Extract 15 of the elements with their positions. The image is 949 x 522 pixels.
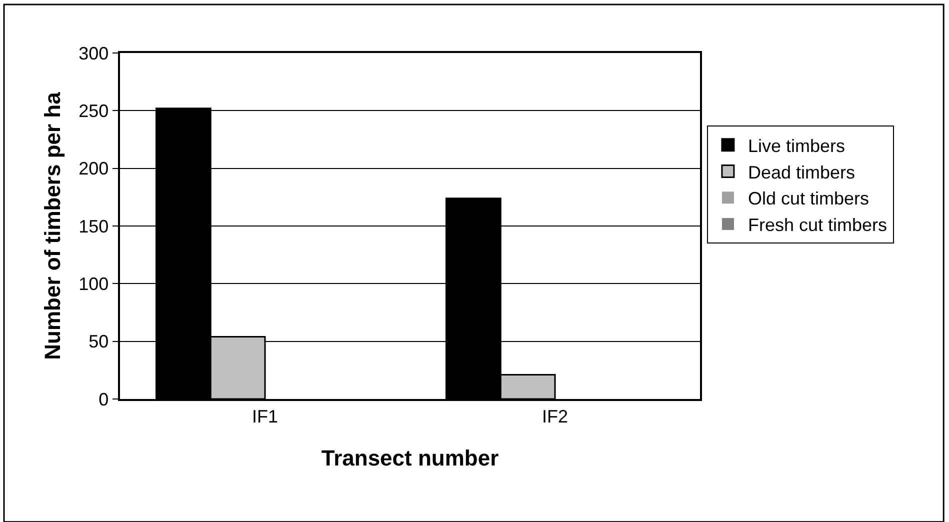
legend-label: Fresh cut timbers xyxy=(748,215,888,236)
y-tick-label: 200 xyxy=(78,158,109,179)
x-tick-label: IF1 xyxy=(252,406,278,426)
y-axis-title: Number of timbers per ha xyxy=(40,91,65,360)
x-tick-label: IF2 xyxy=(542,406,568,426)
y-tick-label: 150 xyxy=(78,216,109,236)
y-tick-label: 0 xyxy=(98,389,109,410)
legend-label: Old cut timbers xyxy=(748,188,870,209)
x-axis-title: Transect number xyxy=(321,446,500,471)
legend-label: Live timbers xyxy=(748,136,845,156)
y-tick-label: 100 xyxy=(78,274,109,294)
y-tick-label: 50 xyxy=(88,332,109,352)
y-tick-label: 300 xyxy=(78,43,109,64)
y-tick-label: 250 xyxy=(78,100,109,121)
legend-label: Dead timbers xyxy=(748,162,856,182)
